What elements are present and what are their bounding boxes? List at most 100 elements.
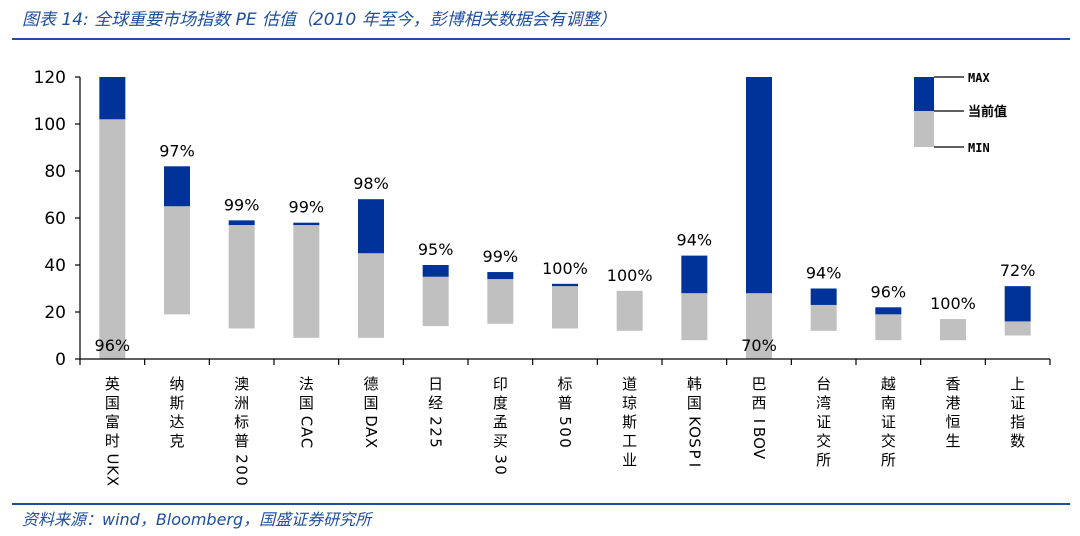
svg-text:O: O	[685, 426, 703, 438]
svg-text:港: 港	[945, 394, 960, 412]
bar-min-current	[1004, 321, 1031, 336]
bar-current-max	[681, 255, 708, 294]
svg-text:0: 0	[556, 438, 574, 448]
bar-min-current	[228, 225, 255, 329]
svg-text:证: 证	[1010, 394, 1025, 412]
percentile-label: 99%	[224, 195, 260, 214]
bar-current-max	[99, 77, 126, 120]
svg-text:生: 生	[945, 432, 960, 450]
svg-text:A: A	[362, 427, 380, 438]
svg-text:普: 普	[557, 394, 572, 412]
svg-text:指: 指	[1010, 413, 1025, 431]
bar-min-current	[293, 225, 320, 338]
bar-min-current	[746, 293, 772, 359]
svg-text:C: C	[297, 438, 315, 448]
svg-text:0: 0	[233, 465, 251, 475]
y-tick-label: 120	[34, 68, 66, 88]
svg-text:湾: 湾	[816, 394, 831, 412]
svg-text:标: 标	[557, 375, 572, 393]
svg-text:巴: 巴	[751, 375, 766, 393]
title-rule	[12, 38, 1070, 40]
y-tick-label: 60	[44, 209, 66, 229]
percentile-label: 95%	[418, 240, 454, 259]
svg-text:道: 道	[622, 375, 637, 393]
axes-layer: 0 20 40 60 80 100 120	[34, 68, 1051, 370]
percentile-label: 96%	[95, 336, 131, 355]
svg-text:所: 所	[881, 451, 896, 469]
svg-text:标: 标	[234, 413, 249, 431]
bar-current-max	[487, 272, 514, 280]
svg-text:越: 越	[881, 375, 896, 393]
svg-text:普: 普	[234, 432, 249, 450]
y-tick-label: 80	[44, 162, 66, 182]
svg-text:K: K	[103, 465, 121, 476]
svg-text:B: B	[750, 427, 768, 437]
source-rule	[12, 503, 1070, 505]
svg-text:证: 证	[881, 413, 896, 431]
svg-text:业: 业	[622, 451, 637, 469]
percentile-label: 100%	[930, 294, 976, 313]
bar-current-max	[422, 265, 449, 277]
bar-current-max	[358, 199, 384, 254]
legend-current-label: 当前值	[968, 104, 1007, 120]
svg-text:琼: 琼	[622, 394, 637, 412]
bar-current-max	[164, 166, 190, 207]
svg-text:交: 交	[881, 432, 896, 450]
percentile-label: 94%	[806, 264, 842, 283]
svg-text:X: X	[103, 476, 121, 486]
svg-text:时: 时	[105, 432, 120, 450]
svg-text:C: C	[297, 416, 315, 426]
svg-text:买: 买	[493, 432, 508, 450]
svg-text:印: 印	[493, 375, 508, 393]
svg-text:X: X	[362, 438, 380, 448]
svg-text:2: 2	[233, 454, 251, 464]
svg-text:国: 国	[363, 394, 378, 412]
svg-text:孟: 孟	[493, 413, 508, 431]
svg-text:韩: 韩	[687, 375, 702, 393]
svg-text:U: U	[103, 454, 121, 465]
svg-text:台: 台	[816, 375, 831, 393]
svg-text:证: 证	[816, 413, 831, 431]
svg-text:I: I	[750, 419, 768, 423]
percentile-label: 100%	[542, 259, 588, 278]
bar-min-current	[875, 314, 902, 341]
legend: MAX 当前值 MIN	[914, 71, 1007, 155]
svg-text:南: 南	[881, 394, 896, 412]
svg-text:0: 0	[233, 476, 251, 486]
svg-text:富: 富	[105, 413, 120, 431]
svg-text:国: 国	[299, 394, 314, 412]
svg-text:0: 0	[491, 465, 509, 475]
bar-current-max	[1004, 286, 1031, 322]
source-note: 资料来源：wind，Bloomberg，国盛证券研究所	[22, 510, 372, 529]
svg-text:I: I	[685, 463, 703, 467]
pe-range-chart: 96%英国富时UKX97%纳斯达克99%澳洲标普20099%法国CAC98%德国…	[34, 68, 1051, 486]
svg-text:P: P	[685, 449, 703, 458]
svg-text:国: 国	[687, 394, 702, 412]
bar-min-current	[940, 319, 966, 341]
bar-current-max	[875, 307, 902, 315]
percentile-label: 99%	[483, 247, 519, 266]
bar-min-current	[164, 206, 190, 315]
svg-text:2: 2	[427, 416, 445, 426]
svg-text:日: 日	[428, 375, 443, 393]
svg-text:D: D	[362, 415, 380, 427]
svg-text:法: 法	[299, 375, 314, 393]
bar-min-current	[552, 286, 578, 329]
svg-text:经: 经	[428, 394, 443, 412]
legend-min-swatch	[914, 111, 934, 147]
svg-text:S: S	[685, 438, 703, 448]
y-tick-label: 40	[44, 256, 66, 276]
bar-current-max	[746, 77, 772, 294]
percentile-label: 98%	[353, 174, 389, 193]
